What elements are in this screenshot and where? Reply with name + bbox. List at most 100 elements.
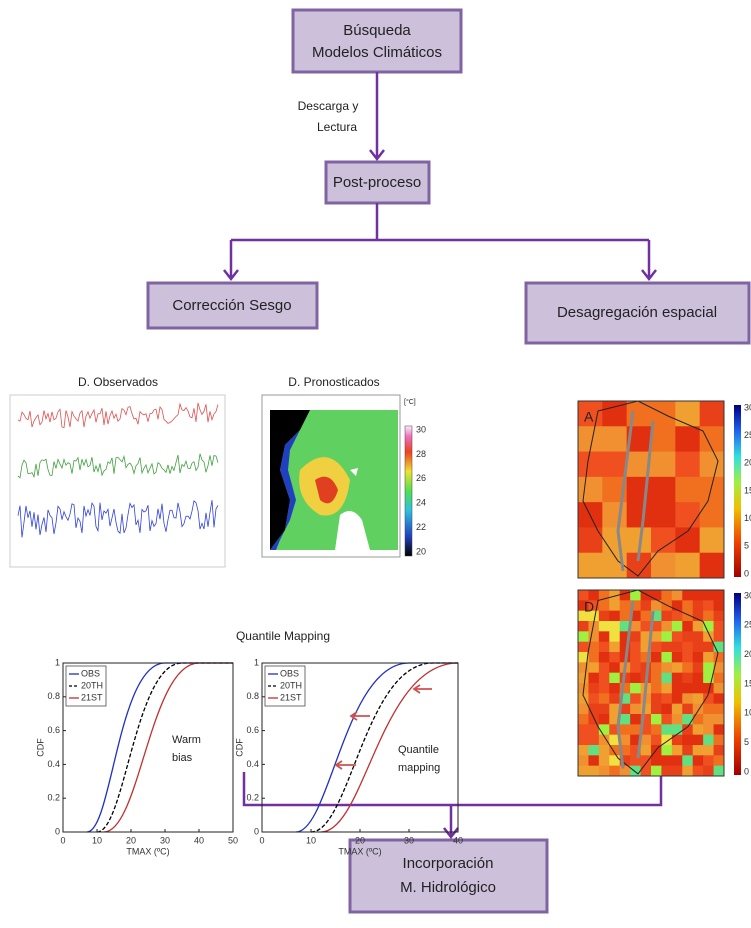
map-cell: [661, 724, 672, 735]
map-cell: [651, 693, 662, 704]
legend-label: 20TH: [280, 680, 302, 690]
map-cell: [682, 766, 693, 777]
map-cell: [620, 611, 631, 622]
map-cell: [609, 600, 620, 611]
map-cell: [672, 590, 683, 601]
colorbar-tick: 28: [416, 449, 426, 459]
map-cell: [714, 673, 725, 684]
map-cell: [588, 662, 599, 673]
map-cell: [620, 600, 631, 611]
map-cell: [693, 714, 704, 725]
map-cell: [578, 724, 589, 735]
map-label: D: [584, 599, 594, 615]
map-cell: [651, 755, 662, 766]
map-cell: [693, 693, 704, 704]
map-cell: [682, 652, 693, 663]
map-cell: [620, 724, 631, 735]
map-cell: [693, 621, 704, 632]
map-cell: [693, 662, 704, 673]
map-cell: [661, 631, 672, 642]
map-cell: [672, 611, 683, 622]
map-cell: [630, 766, 641, 777]
map-cell: [714, 652, 725, 663]
map-cell: [578, 631, 589, 642]
y-tick-label: 1: [254, 657, 259, 667]
map-cell: [661, 704, 672, 715]
y-tick-label: 0.2: [246, 793, 259, 803]
map-cell: [630, 631, 641, 642]
map-cell: [675, 426, 700, 452]
map-cell: [630, 662, 641, 673]
map-cell: [609, 621, 620, 632]
forecast-map: [262, 395, 412, 557]
map-cell: [682, 683, 693, 694]
map-cell: [700, 401, 725, 427]
map-cell: [693, 590, 704, 601]
colorbar-tick: 26: [416, 473, 426, 483]
map-cell: [651, 766, 662, 777]
map-cell: [703, 652, 714, 663]
x-tick-label: 50: [228, 835, 238, 845]
map-cell: [651, 553, 676, 579]
map-cell: [703, 704, 714, 715]
map-cell: [578, 452, 603, 478]
edge-label: Lectura: [317, 120, 357, 134]
map-cell: [651, 502, 676, 528]
map-label: A: [584, 409, 594, 425]
panel-title: D. Pronosticados: [288, 375, 379, 389]
map-cell: [672, 745, 683, 756]
map-cell: [641, 611, 652, 622]
map-cell: [714, 735, 725, 746]
map-cell: [703, 590, 714, 601]
map-cell: [714, 724, 725, 735]
map-cell: [700, 527, 725, 553]
map-cell: [609, 642, 620, 653]
map-cell: [714, 755, 725, 766]
map-cell: [682, 600, 693, 611]
colorbar-tick: 5: [744, 541, 749, 551]
node-box: [293, 10, 461, 72]
map-cell: [675, 502, 700, 528]
map-cell: [578, 755, 589, 766]
map-cell: [651, 652, 662, 663]
map-cell: [682, 662, 693, 673]
map-cell: [682, 631, 693, 642]
map-cell: [672, 673, 683, 684]
map-cell: [578, 621, 589, 632]
node-label: Post-proceso: [333, 174, 421, 191]
annotation: Warm: [172, 734, 201, 746]
map-cell: [661, 662, 672, 673]
colorbar-tick: 30: [416, 424, 426, 434]
map-cell: [703, 724, 714, 735]
map-cell: [599, 611, 610, 622]
map-cell: [700, 553, 725, 579]
map-cell: [661, 611, 672, 622]
colorbar-tick: 15: [744, 485, 751, 495]
colorbar-tick: 5: [744, 737, 749, 747]
map-cell: [609, 611, 620, 622]
map-cell: [693, 724, 704, 735]
map-cell: [703, 642, 714, 653]
node-label: Corrección Sesgo: [172, 297, 291, 314]
map-cell: [609, 755, 620, 766]
map-cell: [672, 693, 683, 704]
y-tick-label: 0.8: [246, 691, 259, 701]
map-cell: [599, 631, 610, 642]
map-cell: [714, 621, 725, 632]
map-cell: [630, 683, 641, 694]
map-cell: [651, 662, 662, 673]
colorbar-tick: 10: [744, 513, 751, 523]
map-cell: [630, 673, 641, 684]
map-cell: [703, 735, 714, 746]
map-cell: [700, 477, 725, 503]
x-tick-label: 0: [259, 835, 264, 845]
map-cell: [641, 755, 652, 766]
map-cell: [609, 693, 620, 704]
map-cell: [661, 673, 672, 684]
node-label: M. Hidrológico: [400, 879, 496, 896]
map-cell: [609, 652, 620, 663]
map-cell: [714, 766, 725, 777]
y-tick-label: 1: [55, 657, 60, 667]
colorbar: [734, 405, 741, 577]
